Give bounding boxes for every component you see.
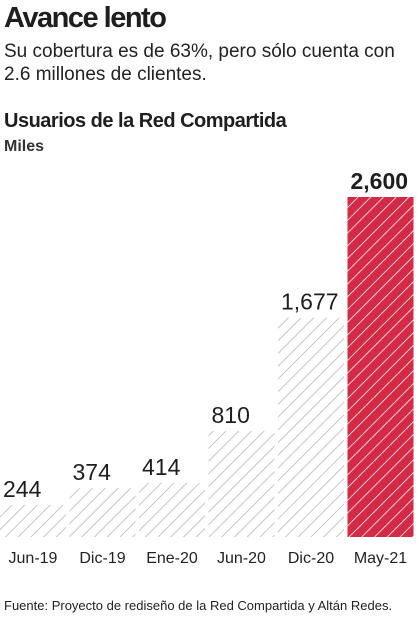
value-label-dic-20: 1,677	[281, 289, 339, 315]
bar-dic-19	[69, 488, 136, 537]
chart-headline: Avance lento	[4, 2, 167, 34]
value-label-jun-20: 810	[212, 402, 250, 428]
bar-may-21	[347, 197, 414, 537]
category-label-jun-19: Jun-19	[9, 550, 58, 567]
category-label-may-21: May-21	[354, 550, 407, 567]
category-label-dic-19: Dic-19	[79, 550, 125, 567]
value-label-may-21: 2,600	[351, 168, 409, 194]
category-label-jun-20: Jun-20	[217, 550, 266, 567]
bar-ene-20	[139, 482, 205, 537]
category-label-ene-20: Ene-20	[146, 550, 198, 567]
bar-jun-19	[0, 505, 66, 537]
value-label-dic-19: 374	[73, 459, 112, 485]
bar-dic-20	[278, 317, 344, 537]
category-label-dic-20: Dic-20	[288, 550, 334, 567]
chart-unit-label: Miles	[4, 138, 45, 155]
bar-jun-20	[208, 431, 275, 537]
bar-chart: 244 374 414 810 1,677 2,600 Jun-19 Dic-19 Ene-2…	[0, 168, 414, 567]
chart-title: Usuarios de la Red Compartida	[4, 110, 287, 132]
value-label-jun-19: 244	[3, 476, 42, 502]
source-note: Fuente: Proyecto de rediseño de la Red C…	[4, 598, 393, 613]
value-label-ene-20: 414	[142, 454, 181, 480]
chart-subtitle: Su cobertura es de 63%, pero sólo cuenta…	[4, 41, 395, 85]
